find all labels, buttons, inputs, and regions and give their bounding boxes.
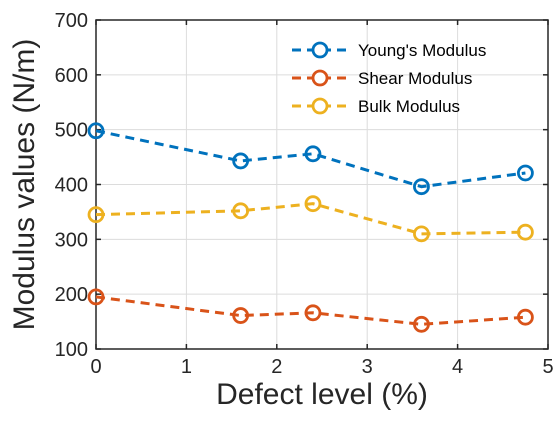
- y-tick-label: 300: [55, 229, 88, 251]
- data-point: [87, 122, 105, 140]
- data-point: [87, 288, 105, 306]
- x-tick-label: 5: [542, 356, 553, 378]
- series-bulk-modulus: [87, 195, 534, 243]
- data-point: [517, 164, 534, 182]
- axes: [95, 19, 549, 350]
- series-line: [95, 129, 526, 189]
- data-point: [413, 225, 430, 243]
- data-point: [413, 178, 430, 196]
- x-tick-label: 0: [90, 356, 101, 378]
- legend-label: Shear Modulus: [358, 69, 472, 88]
- legend-item: Shear Modulus: [292, 69, 472, 88]
- legend: Young's Modulus Shear Modulus Bulk Modulus: [292, 41, 486, 116]
- x-tick-label: 2: [271, 356, 282, 378]
- series-line: [95, 202, 526, 236]
- x-tick-label: 3: [362, 356, 373, 378]
- x-tick-label: 4: [452, 356, 463, 378]
- tick-labels: 0 1 2 3 4 5 100 200 300 400 500 600 700: [55, 10, 554, 378]
- data-point: [232, 307, 250, 324]
- legend-marker: [311, 41, 329, 59]
- data-point: [304, 304, 322, 322]
- data-point: [304, 145, 322, 163]
- legend-item: Young's Modulus: [292, 41, 486, 60]
- y-tick-label: 700: [55, 10, 88, 32]
- data-point: [87, 206, 105, 224]
- x-tick-label: 1: [181, 356, 192, 378]
- series-shear-modulus: [87, 288, 534, 333]
- y-tick-label: 500: [55, 120, 88, 142]
- data-point: [413, 315, 430, 333]
- legend-label: Young's Modulus: [358, 41, 486, 60]
- y-axis-label: Modulus values (N/m): [8, 39, 41, 331]
- data-point: [304, 195, 322, 213]
- y-tick-label: 600: [55, 65, 88, 87]
- legend-item: Bulk Modulus: [292, 97, 460, 116]
- data-point: [232, 202, 250, 220]
- series-young-s-modulus: [87, 122, 534, 196]
- x-axis-label: Defect level (%): [216, 378, 428, 411]
- legend-label: Bulk Modulus: [358, 97, 460, 116]
- grid: [95, 19, 549, 350]
- y-tick-label: 200: [55, 284, 88, 306]
- data-point: [232, 152, 250, 170]
- y-tick-label: 100: [55, 339, 88, 361]
- y-tick-label: 400: [55, 175, 88, 197]
- legend-marker: [311, 97, 329, 115]
- legend-marker: [311, 69, 329, 87]
- series-line: [95, 295, 526, 326]
- data-point: [517, 223, 534, 241]
- data-point: [517, 308, 534, 326]
- series-group: [87, 122, 534, 333]
